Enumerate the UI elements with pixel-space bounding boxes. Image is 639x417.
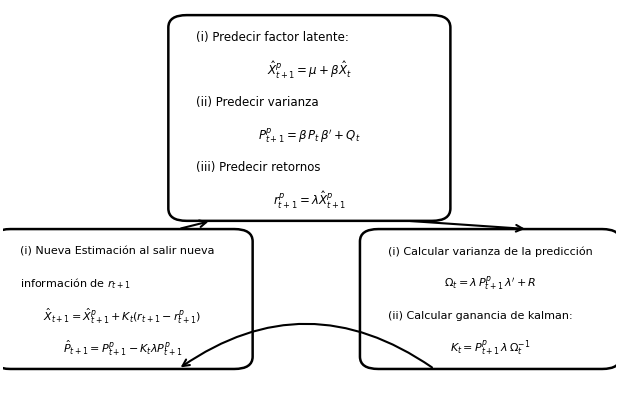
Text: $\hat{X}_{t+1} = \hat{X}^{p}_{t+1} + K_t(r_{t+1} - r^{p}_{t+1})$: $\hat{X}_{t+1} = \hat{X}^{p}_{t+1} + K_t…	[43, 306, 201, 326]
Text: (ii) Predecir varianza: (ii) Predecir varianza	[196, 96, 319, 109]
Text: (iii) Predecir retornos: (iii) Predecir retornos	[196, 161, 320, 174]
Text: (i) Nueva Estimación al salir nueva: (i) Nueva Estimación al salir nueva	[20, 247, 214, 257]
Text: (i) Predecir factor latente:: (i) Predecir factor latente:	[196, 31, 349, 44]
Text: información de $r_{t+1}$: información de $r_{t+1}$	[20, 276, 130, 291]
FancyBboxPatch shape	[0, 229, 252, 369]
FancyBboxPatch shape	[360, 229, 620, 369]
Text: $\hat{X}^{p}_{t+1} = \mu + \beta \hat{X}_{t}$: $\hat{X}^{p}_{t+1} = \mu + \beta \hat{X}…	[267, 60, 352, 81]
Text: (ii) Calcular ganancia de kalman:: (ii) Calcular ganancia de kalman:	[387, 311, 572, 321]
Text: $K_t = P^{p}_{t+1}\, \lambda\, \Omega^{-1}_t$: $K_t = P^{p}_{t+1}\, \lambda\, \Omega^{-…	[450, 339, 530, 358]
Text: (i) Calcular varianza de la predicción: (i) Calcular varianza de la predicción	[387, 246, 592, 257]
Text: $r^{p}_{t+1} = \lambda \hat{X}^{p}_{t+1}$: $r^{p}_{t+1} = \lambda \hat{X}^{p}_{t+1}…	[273, 190, 346, 211]
Text: $\Omega_t = \lambda\, P^{p}_{t+1}\, \lambda^{\prime} + R$: $\Omega_t = \lambda\, P^{p}_{t+1}\, \lam…	[444, 275, 537, 293]
Text: $P^{p}_{t+1} = \beta\, P_t\, \beta^{\prime} + Q_t$: $P^{p}_{t+1} = \beta\, P_t\, \beta^{\pri…	[258, 126, 360, 145]
FancyBboxPatch shape	[168, 15, 450, 221]
FancyArrowPatch shape	[183, 324, 432, 367]
Text: $\hat{P}_{t+1} = P^{p}_{t+1} - K_t \lambda P^{p}_{t+1}$: $\hat{P}_{t+1} = P^{p}_{t+1} - K_t \lamb…	[63, 339, 182, 358]
